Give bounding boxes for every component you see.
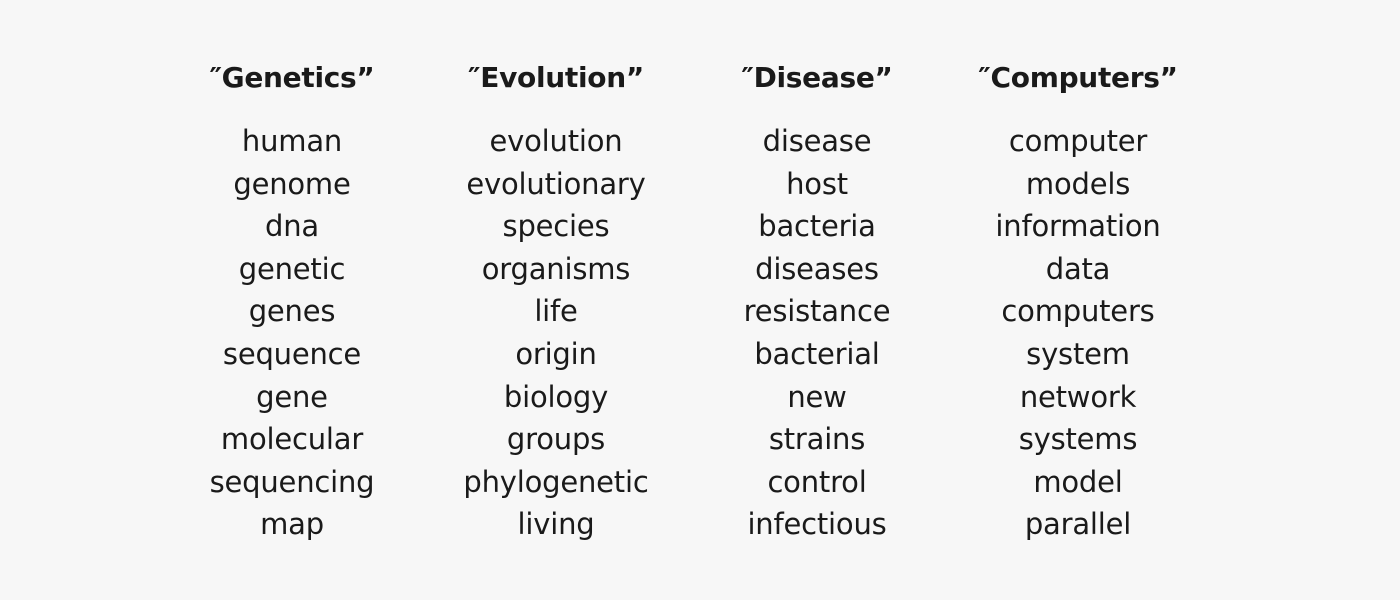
topic-word-list: human genome dna genetic genes sequence … — [152, 120, 432, 546]
topic-word: new — [787, 379, 847, 414]
topic-word: infectious — [747, 507, 887, 542]
topic-word: evolutionary — [466, 166, 646, 201]
topic-word-list: evolution evolutionary species organisms… — [416, 120, 696, 546]
topic-word: bacteria — [758, 209, 876, 244]
topic-word: molecular — [220, 422, 364, 457]
topic-word: genes — [248, 294, 336, 329]
topic-word: phylogenetic — [463, 464, 649, 499]
topic-word: sequence — [222, 336, 362, 371]
topic-word: biology — [503, 379, 609, 414]
topic-title: ″Computers” — [978, 61, 1178, 94]
topic-word: computer — [1008, 124, 1148, 158]
topic-title: ″Evolution” — [468, 61, 644, 94]
topic-word-list: disease host bacteria diseases resistanc… — [677, 120, 957, 546]
topic-word: groups — [506, 422, 606, 457]
topic-word: host — [786, 166, 848, 201]
topic-word: evolution — [489, 124, 623, 158]
topic-word: disease — [762, 124, 872, 158]
topic-word: living — [517, 507, 595, 542]
topic-word: systems — [1018, 422, 1138, 457]
topic-word: information — [995, 209, 1161, 244]
topic-title: ″Disease” — [741, 61, 893, 94]
topic-word: bacterial — [754, 336, 880, 371]
topic-word: map — [260, 507, 324, 542]
topic-word: origin — [515, 336, 597, 371]
topic-word: models — [1025, 166, 1131, 201]
topic-word: sequencing — [209, 464, 375, 499]
topic-word: network — [1019, 379, 1137, 414]
topic-word: control — [767, 464, 867, 499]
topic-word: species — [502, 209, 610, 244]
topic-word: computers — [1001, 294, 1155, 329]
topic-word: genetic — [238, 251, 346, 286]
topic-word: gene — [256, 379, 328, 414]
topic-word: data — [1045, 251, 1111, 286]
topic-word: human — [241, 124, 343, 158]
topic-word: strains — [768, 422, 866, 457]
topic-word: model — [1033, 464, 1123, 499]
topic-word: parallel — [1024, 507, 1132, 542]
topic-word: life — [534, 294, 578, 329]
topic-word: system — [1026, 336, 1130, 371]
topic-word: diseases — [755, 251, 879, 286]
topic-word: genome — [233, 166, 351, 201]
topic-word: resistance — [743, 294, 891, 329]
topic-word: dna — [265, 209, 319, 244]
topic-word: organisms — [481, 251, 631, 286]
topic-title: ″Genetics” — [209, 61, 375, 94]
topic-word-list: computer models information data compute… — [938, 120, 1218, 546]
